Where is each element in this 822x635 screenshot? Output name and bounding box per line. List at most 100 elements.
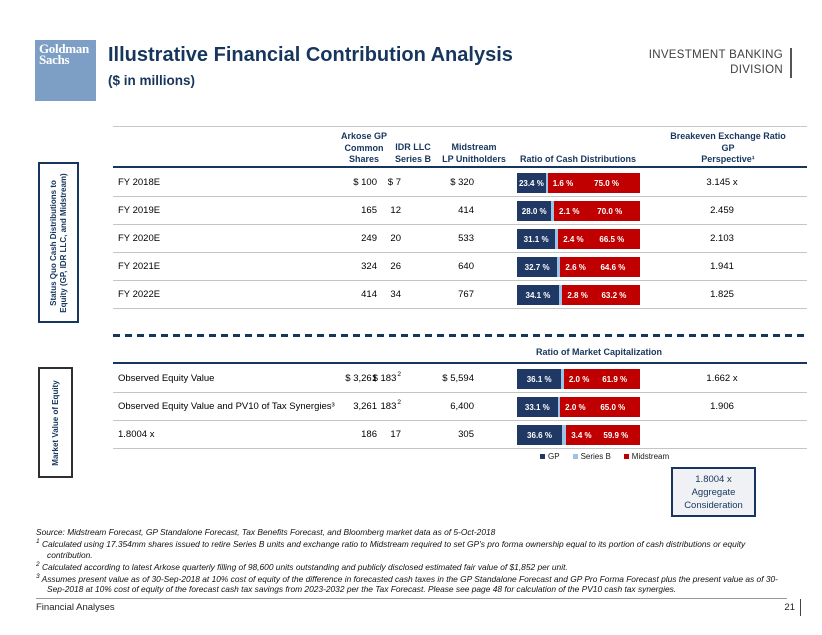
value-idr: 183 2 (380, 399, 401, 412)
column-header-ratio-cash: Ratio of Cash Distributions (519, 154, 636, 164)
footnotes: Source: Midstream Forecast, GP Standalon… (36, 527, 793, 595)
value-midstream: 533 (458, 233, 474, 244)
legend-item-series-b: Series B (572, 452, 611, 461)
bar-segment-gp: 32.7 % (517, 257, 558, 277)
bar-segment-midstream: 3.4 % 59.9 % (566, 425, 640, 445)
legend-item-midstream: Midstream (623, 452, 670, 461)
side-label-cash-distributions: Status Quo Cash Distributions to Equity … (38, 162, 79, 323)
midstream-swatch-icon (623, 454, 629, 459)
table-row: Observed Equity Value $ 3,261 $ 183 2 $ 5… (113, 365, 807, 393)
bar-segment-gp: 23.4 % (517, 173, 546, 193)
stacked-bar: 28.0 % 2.1 % 70.0 % (517, 201, 640, 221)
value-arkose: 165 (361, 205, 377, 216)
column-header-breakeven: Breakeven Exchange Ratio GP Perspective¹ (670, 131, 786, 164)
column-header-arkose: Arkose GP Common Shares (340, 131, 388, 164)
page-title: Illustrative Financial Contribution Anal… (108, 44, 513, 66)
dashed-divider (113, 334, 807, 337)
market-cap-underline (113, 362, 807, 364)
bar-segment-midstream: 1.6 % 75.0 % (547, 173, 640, 193)
bar-segment-gp: 33.1 % (517, 397, 558, 417)
bar-segment-gp: 34.1 % (517, 285, 559, 305)
value-arkose: $ 100 (353, 177, 377, 188)
column-header-idr: IDR LLC Series B (394, 142, 432, 164)
value-idr: $ 7 (387, 177, 401, 188)
legend-label-gp: GP (548, 452, 560, 461)
footer-divider (36, 598, 787, 599)
value-idr: 20 (390, 233, 401, 244)
logo-text: Goldman Sachs (39, 41, 89, 67)
bar-segment-series-b (558, 285, 563, 305)
footnote-3: 3 Assumes present value as of 30-Sep-201… (36, 573, 778, 595)
bar-segment-midstream: 2.1 % 70.0 % (554, 201, 640, 221)
value-arkose: 324 (361, 261, 377, 272)
stacked-bar: 36.1 % 2.0 % 61.9 % (517, 369, 640, 389)
breakeven-value: 1.825 (710, 289, 734, 300)
header-underline (113, 166, 807, 168)
value-idr: 17 (390, 429, 401, 440)
bar-segment-midstream: 2.4 % 66.5 % (558, 229, 640, 249)
breakeven-value: 2.459 (710, 205, 734, 216)
value-midstream: 414 (458, 205, 474, 216)
bar-segment-series-b (557, 397, 561, 417)
value-arkose: $ 3,261 (345, 373, 377, 384)
table-row: FY 2018E $ 100 $ 7 $ 320 23.4 % 1.6 % 75.0… (113, 169, 807, 197)
value-arkose: 186 (361, 429, 377, 440)
table-row: FY 2019E 165 12 414 28.0 % 2.1 % 70.0 % 2.… (113, 197, 807, 225)
table-row: FY 2022E 414 34 767 34.1 % 2.8 % 63.2 % 1.… (113, 281, 807, 309)
row-label: Observed Equity Value (118, 373, 215, 384)
value-idr: 34 (390, 289, 401, 300)
bar-segment-series-b (551, 201, 555, 221)
bar-segment-midstream: 2.6 % 64.6 % (560, 257, 640, 277)
footnote-1: 1 Calculated using 17.354mm shares issue… (36, 538, 746, 560)
stacked-bar: 34.1 % 2.8 % 63.2 % (517, 285, 640, 305)
bar-segment-gp: 28.0 % (517, 201, 552, 221)
value-idr: 12 (390, 205, 401, 216)
row-label: FY 2018E (118, 177, 161, 188)
row-label: Observed Equity Value and PV10 of Tax Sy… (118, 401, 335, 412)
value-arkose: 3,261 (353, 401, 377, 412)
legend-label-midstream: Midstream (631, 452, 670, 461)
row-label: 1.8004 x (118, 429, 155, 440)
row-label: FY 2021E (118, 261, 161, 272)
value-idr: 26 (390, 261, 401, 272)
legend: GP Series B Midstream (540, 452, 669, 461)
stacked-bar: 36.6 % 3.4 % 59.9 % (517, 425, 640, 445)
breakeven-value: 1.662 x (706, 373, 738, 384)
value-midstream: 6,400 (450, 401, 474, 412)
stacked-bar: 33.1 % 2.0 % 65.0 % (517, 397, 640, 417)
footnote-ref-2: 2 (397, 399, 401, 406)
side-label-market-value: Market Value of Equity (38, 367, 73, 478)
value-midstream: $ 320 (450, 177, 474, 188)
stacked-bar: 32.7 % 2.6 % 64.6 % (517, 257, 640, 277)
table-top-divider (113, 126, 807, 127)
row-label: FY 2020E (118, 233, 161, 244)
footer-section-title: Financial Analyses (36, 602, 115, 613)
bar-segment-series-b (561, 369, 564, 389)
bar-segment-midstream: 2.0 % 61.9 % (563, 369, 640, 389)
stacked-bar: 23.4 % 1.6 % 75.0 % (517, 173, 640, 193)
value-idr: $ 183 2 (372, 371, 401, 384)
bar-segment-series-b (555, 229, 559, 249)
column-header-midstream: Midstream LP Unitholders (442, 142, 506, 164)
row-label: FY 2022E (118, 289, 161, 300)
bar-segment-series-b (562, 425, 567, 445)
division-label: INVESTMENT BANKING DIVISION (649, 48, 792, 78)
gp-swatch-icon (540, 454, 545, 459)
bar-segment-series-b (557, 257, 561, 277)
breakeven-value: 2.103 (710, 233, 734, 244)
goldman-sachs-logo: Goldman Sachs (35, 40, 96, 101)
page-number: 21 (784, 599, 801, 616)
series-b-swatch-icon (572, 454, 578, 459)
market-cap-section-header: Ratio of Market Capitalization (535, 347, 662, 357)
aggregate-consideration-box: 1.8004 x Aggregate Consideration (671, 467, 756, 517)
bar-segment-gp: 36.1 % (517, 369, 562, 389)
footnote-2: 2 Calculated according to latest Arkose … (36, 561, 568, 572)
legend-label-series-b: Series B (580, 452, 611, 461)
stacked-bar: 31.1 % 2.4 % 66.5 % (517, 229, 640, 249)
value-midstream: 767 (458, 289, 474, 300)
table-row: FY 2021E 324 26 640 32.7 % 2.6 % 64.6 % 1.… (113, 253, 807, 281)
value-arkose: 414 (361, 289, 377, 300)
breakeven-value: 1.906 (710, 401, 734, 412)
side-label-market-text: Market Value of Equity (50, 379, 60, 466)
